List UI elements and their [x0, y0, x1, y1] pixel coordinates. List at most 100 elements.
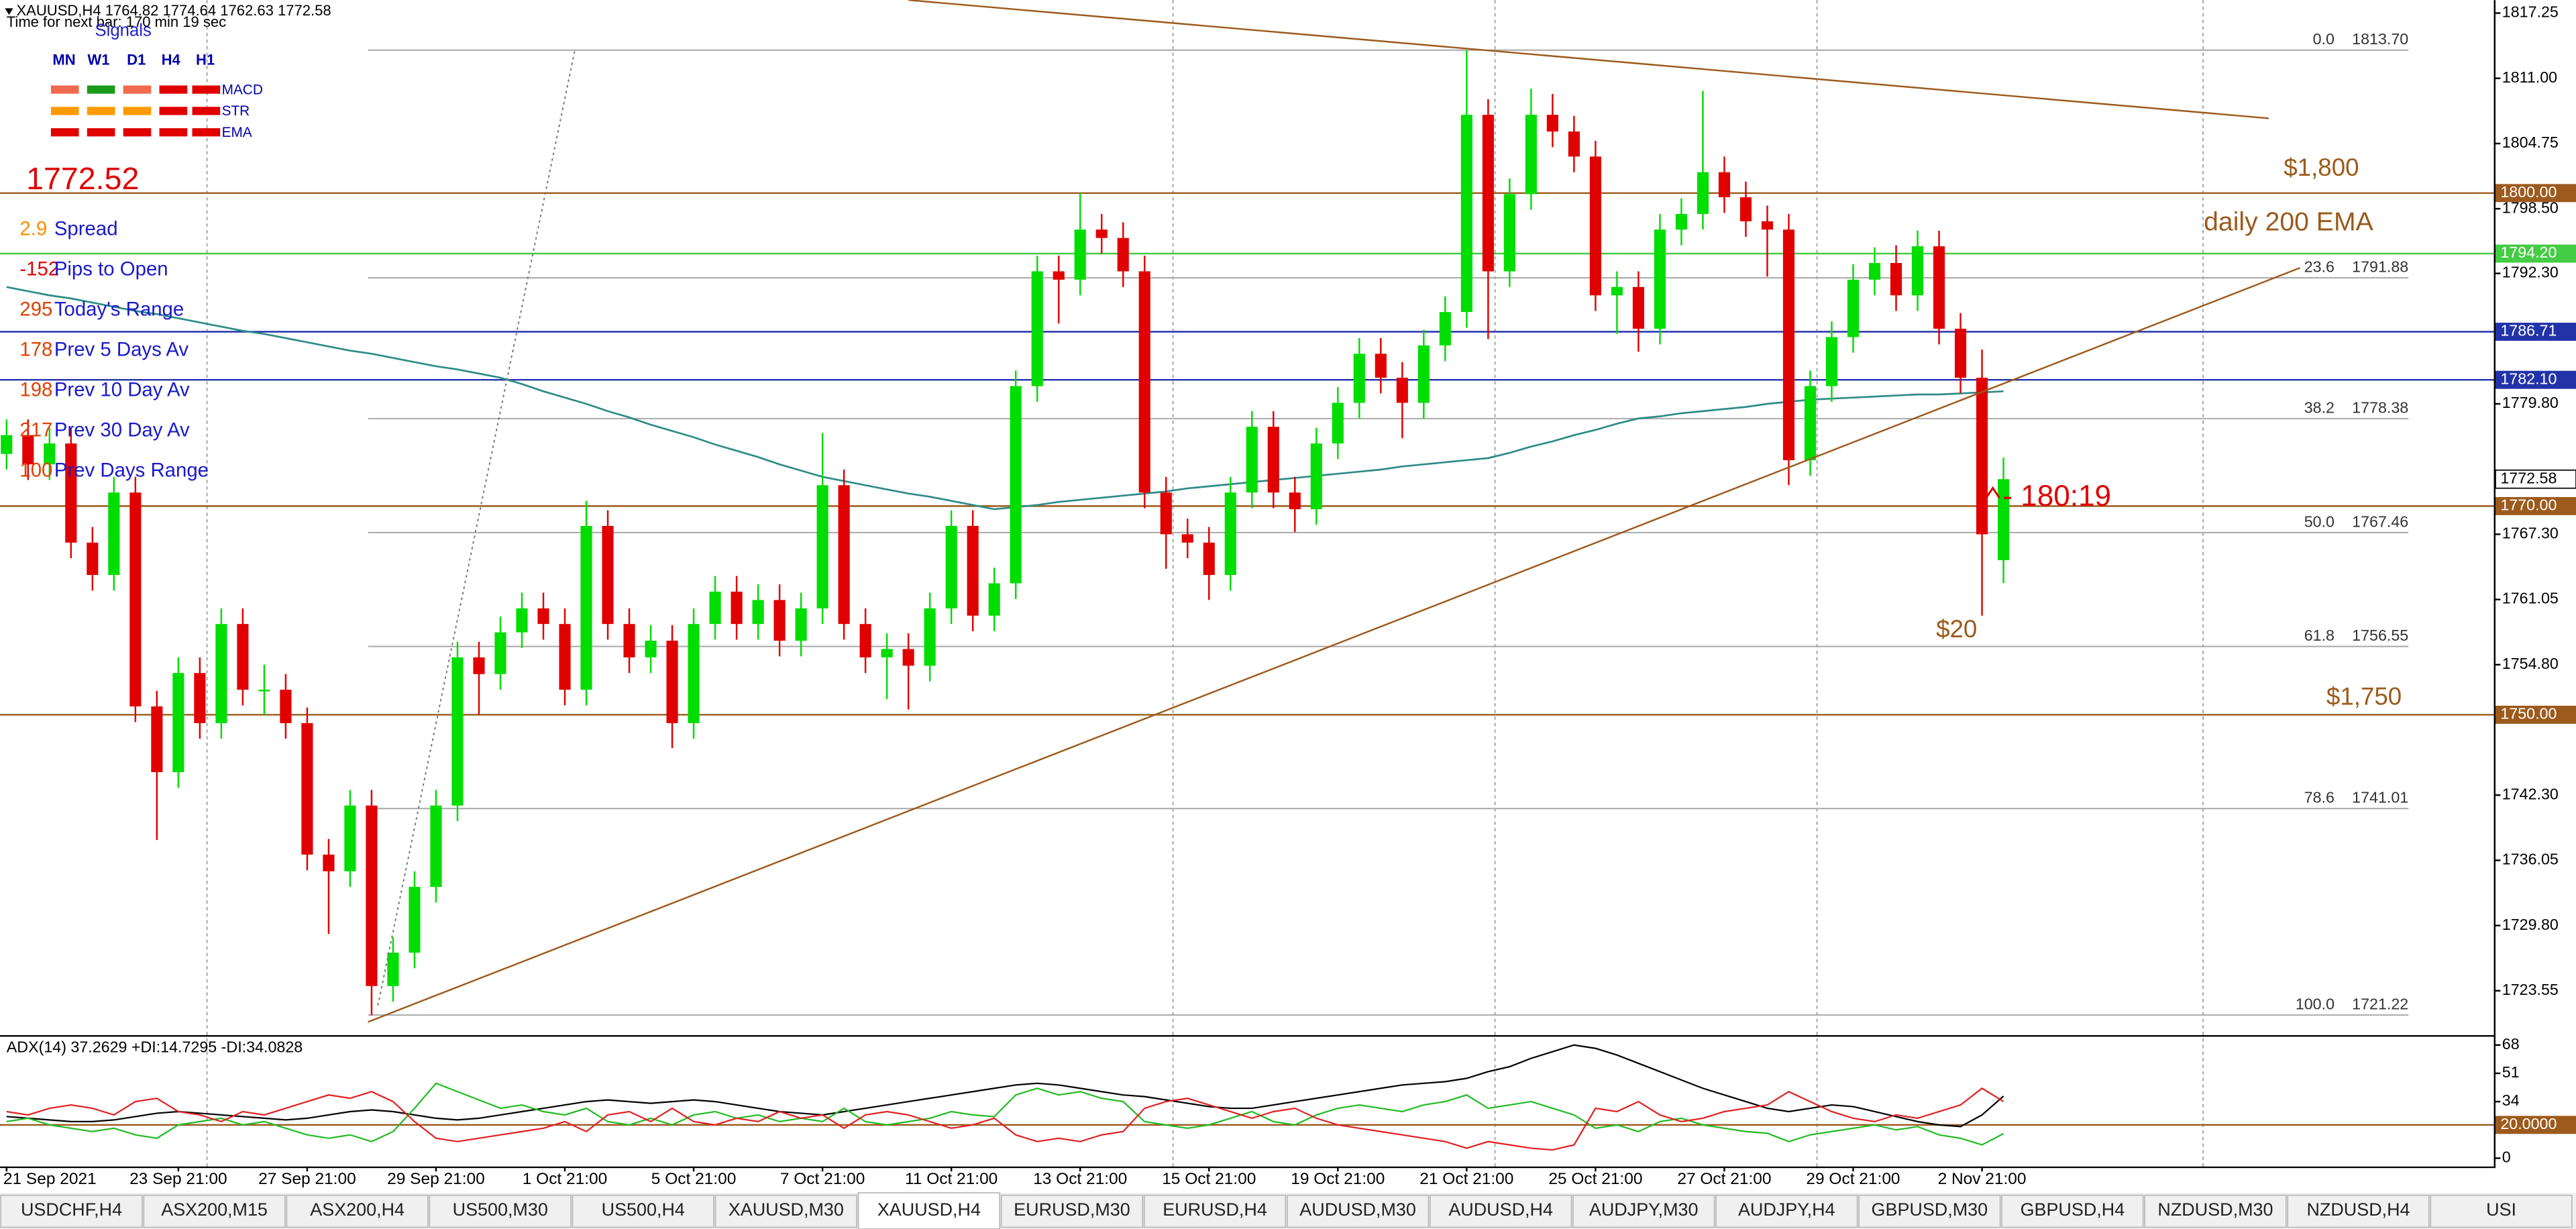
tab[interactable]	[2144, 1194, 2287, 1228]
timeframe: W1	[87, 52, 109, 68]
tab[interactable]	[1572, 1194, 1715, 1228]
tab-label[interactable]: AUDUSD,H4	[1448, 1199, 1553, 1220]
candle-body	[881, 649, 893, 657]
tab-label[interactable]: EURUSD,M30	[1014, 1199, 1130, 1220]
fib-ratio: 38.2	[2304, 399, 2334, 417]
tab-label[interactable]: GBPUSD,M30	[1872, 1199, 1988, 1220]
tab-label[interactable]: US500,M30	[453, 1199, 548, 1220]
stat-label: Spread	[54, 218, 118, 240]
y-tick-label: 1742.30	[2502, 785, 2559, 802]
candle-body	[945, 525, 957, 608]
tab[interactable]	[1286, 1194, 1430, 1228]
stat-value: 295	[19, 299, 52, 321]
y-tick-label: 1761.05	[2502, 590, 2559, 607]
tab[interactable]	[714, 1194, 857, 1228]
candle-body	[22, 435, 34, 465]
candle-body	[838, 485, 850, 625]
tab-label[interactable]: AUDJPY,H4	[1738, 1199, 1835, 1220]
candle-body	[473, 657, 485, 674]
axis-layer: 1817.251811.001804.751798.501792.301779.…	[2493, 3, 2576, 1166]
candle-body	[602, 525, 614, 625]
tab[interactable]	[1000, 1194, 1144, 1228]
candle-body	[1804, 386, 1817, 460]
level-label: 1750.00	[2500, 705, 2557, 723]
candle-body	[1095, 229, 1108, 238]
candle-body	[1546, 115, 1558, 132]
candle-body	[44, 443, 56, 465]
candle-body	[1224, 492, 1236, 576]
candle-body	[1010, 386, 1022, 584]
tab[interactable]	[1715, 1194, 1858, 1228]
tab[interactable]	[1429, 1194, 1572, 1228]
tab-label[interactable]: NZDUSD,H4	[2306, 1199, 2410, 1220]
dotted-trendline	[377, 49, 576, 1006]
tab-label[interactable]: AUDJPY,M30	[1589, 1199, 1699, 1220]
tab[interactable]	[1858, 1194, 2001, 1228]
tab-label[interactable]: USDCHF,H4	[21, 1199, 122, 1220]
candle-body	[194, 673, 206, 723]
candle-body	[1997, 479, 2010, 560]
tab-label[interactable]: NZDUSD,M30	[2157, 1199, 2273, 1220]
tab[interactable]	[857, 1192, 1001, 1229]
candle-body	[773, 600, 786, 641]
candle-body	[172, 673, 184, 773]
tab-label[interactable]: GBPUSD,H4	[2021, 1199, 2125, 1220]
collapse-icon[interactable]	[5, 8, 13, 15]
y-tick-label: 1779.80	[2502, 394, 2559, 411]
x-tick-label: 1 Oct 21:00	[523, 1170, 608, 1188]
timeframe: H4	[162, 52, 181, 68]
candle-body	[731, 591, 743, 625]
candle-body	[1267, 427, 1279, 493]
x-tick-label: 27 Oct 21:00	[1677, 1170, 1771, 1188]
candle-body	[1053, 271, 1065, 280]
stat-value: 178	[19, 339, 52, 361]
candle-body	[688, 624, 700, 723]
tab-label[interactable]: USI	[2486, 1199, 2516, 1220]
tab-label[interactable]: US500,H4	[602, 1199, 685, 1220]
x-tick-label: 15 Oct 21:00	[1162, 1170, 1256, 1188]
candle-body	[666, 641, 678, 723]
tab-label[interactable]: ASX200,H4	[310, 1199, 405, 1220]
tab[interactable]	[572, 1194, 714, 1228]
tab[interactable]	[143, 1194, 286, 1228]
candle-body	[451, 657, 464, 806]
signal-box	[87, 107, 115, 115]
tab[interactable]	[2001, 1194, 2144, 1228]
tab-label[interactable]: EURUSD,H4	[1163, 1199, 1267, 1220]
candle-body	[752, 600, 764, 625]
candle-body	[215, 624, 227, 723]
candle-body	[1868, 263, 1881, 280]
candle-body	[1589, 156, 1601, 296]
candle-body	[1933, 246, 1945, 329]
tab-label[interactable]: AUDUSD,M30	[1299, 1199, 1416, 1220]
candle-body	[409, 887, 421, 953]
signal-box	[50, 85, 79, 94]
x-tick-label: 13 Oct 21:00	[1033, 1170, 1127, 1188]
candle-body	[1439, 312, 1451, 345]
candle-body	[1353, 354, 1365, 403]
candle-body	[1654, 229, 1666, 329]
signal-box	[192, 128, 221, 137]
y-tick-label: 1804.75	[2502, 133, 2559, 151]
tab-label[interactable]: ASX200,M15	[161, 1199, 268, 1220]
timeframe: D1	[127, 52, 146, 68]
candle-body	[366, 805, 378, 986]
tab[interactable]	[2430, 1194, 2573, 1228]
tab[interactable]	[1143, 1194, 1287, 1228]
y-tick-label: 1811.00	[2502, 68, 2557, 86]
tab[interactable]	[429, 1194, 572, 1228]
tab-label[interactable]: XAUUSD,M30	[729, 1199, 844, 1220]
fib-ratio: 50.0	[2304, 513, 2334, 530]
candle-body	[1847, 279, 1860, 337]
y-tick-label: 1792.30	[2502, 264, 2559, 281]
tab[interactable]	[0, 1194, 143, 1228]
stat-label: Prev 30 Day Av	[54, 419, 190, 441]
candle-body	[1460, 115, 1472, 313]
tab[interactable]	[2287, 1194, 2430, 1228]
fib-price: 1741.01	[2352, 789, 2408, 806]
tab-label[interactable]: XAUUSD,H4	[877, 1199, 981, 1220]
tab[interactable]	[286, 1194, 429, 1228]
candle-body	[430, 805, 442, 888]
candle-body	[1117, 237, 1129, 272]
